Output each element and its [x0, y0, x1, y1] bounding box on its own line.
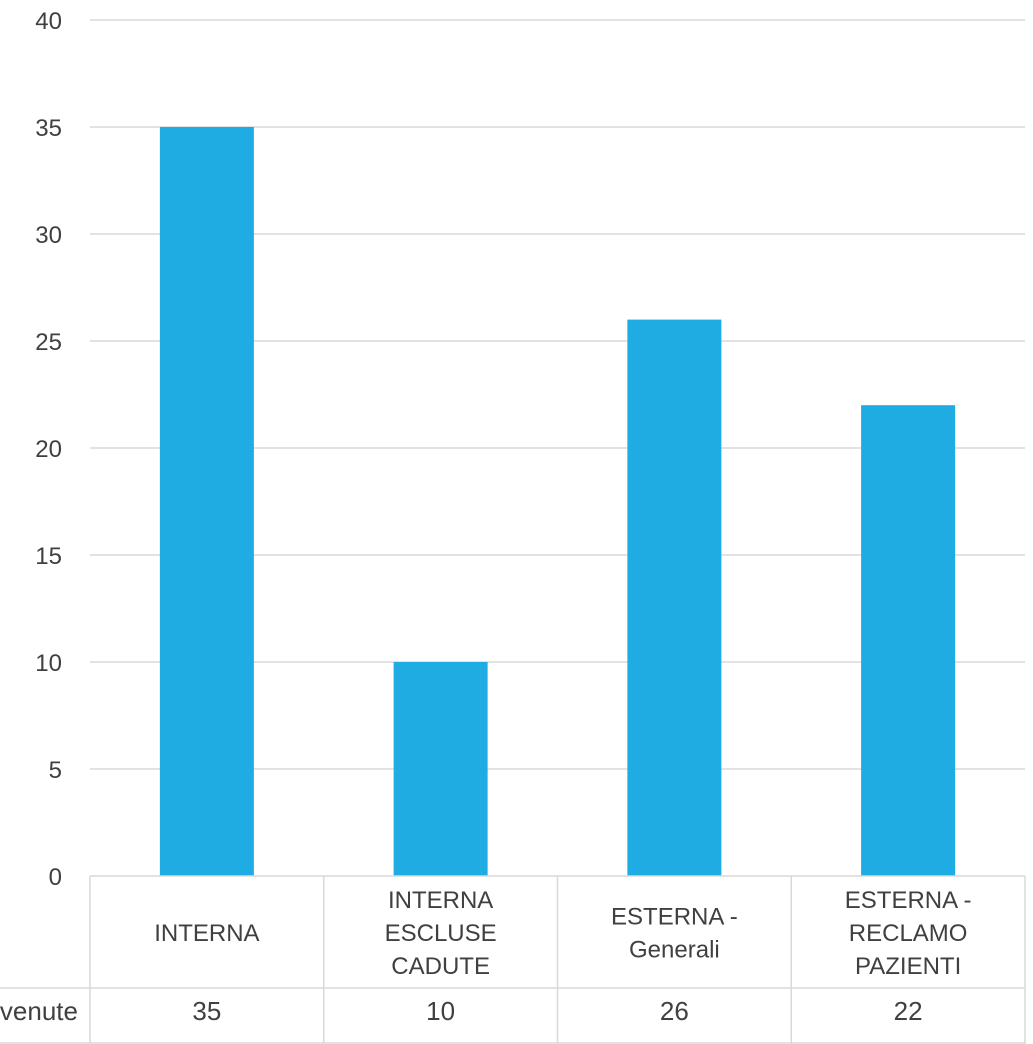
- bar: [159, 127, 254, 876]
- bars: [159, 127, 956, 877]
- table-cell-value: 22: [894, 996, 923, 1026]
- y-tick-label: 15: [35, 543, 62, 570]
- y-tick-label: 10: [35, 650, 62, 677]
- bar: [861, 405, 956, 876]
- x-category-label: INTERNA ESCLUSE CADUTE: [385, 887, 497, 980]
- y-tick-label: 0: [49, 864, 62, 891]
- y-tick-label: 20: [35, 436, 62, 463]
- data-table: INTERNA INTERNA ESCLUSE CADUTE ESTERNA -Gene…: [0, 875, 1026, 1044]
- table-cell-value: 35: [192, 996, 221, 1026]
- x-category-label: ESTERNA -RECLAMO PAZIENTI: [845, 887, 972, 980]
- x-category-label: INTERNA: [154, 920, 259, 947]
- table-cell-value: 10: [426, 996, 455, 1026]
- y-tick-label: 40: [35, 8, 62, 35]
- table-row-label: venute: [0, 996, 78, 1026]
- bar: [393, 662, 488, 876]
- y-tick-label: 30: [35, 222, 62, 249]
- y-tick-label: 5: [49, 757, 62, 784]
- y-axis-ticks: 0 5 10 15 20 25 30 35 40: [35, 8, 62, 891]
- bar: [627, 319, 722, 877]
- y-tick-label: 35: [35, 115, 62, 142]
- y-tick-label: 25: [35, 329, 62, 356]
- x-category-label: ESTERNA -Generali: [611, 904, 738, 964]
- table-cell-value: 26: [660, 996, 689, 1026]
